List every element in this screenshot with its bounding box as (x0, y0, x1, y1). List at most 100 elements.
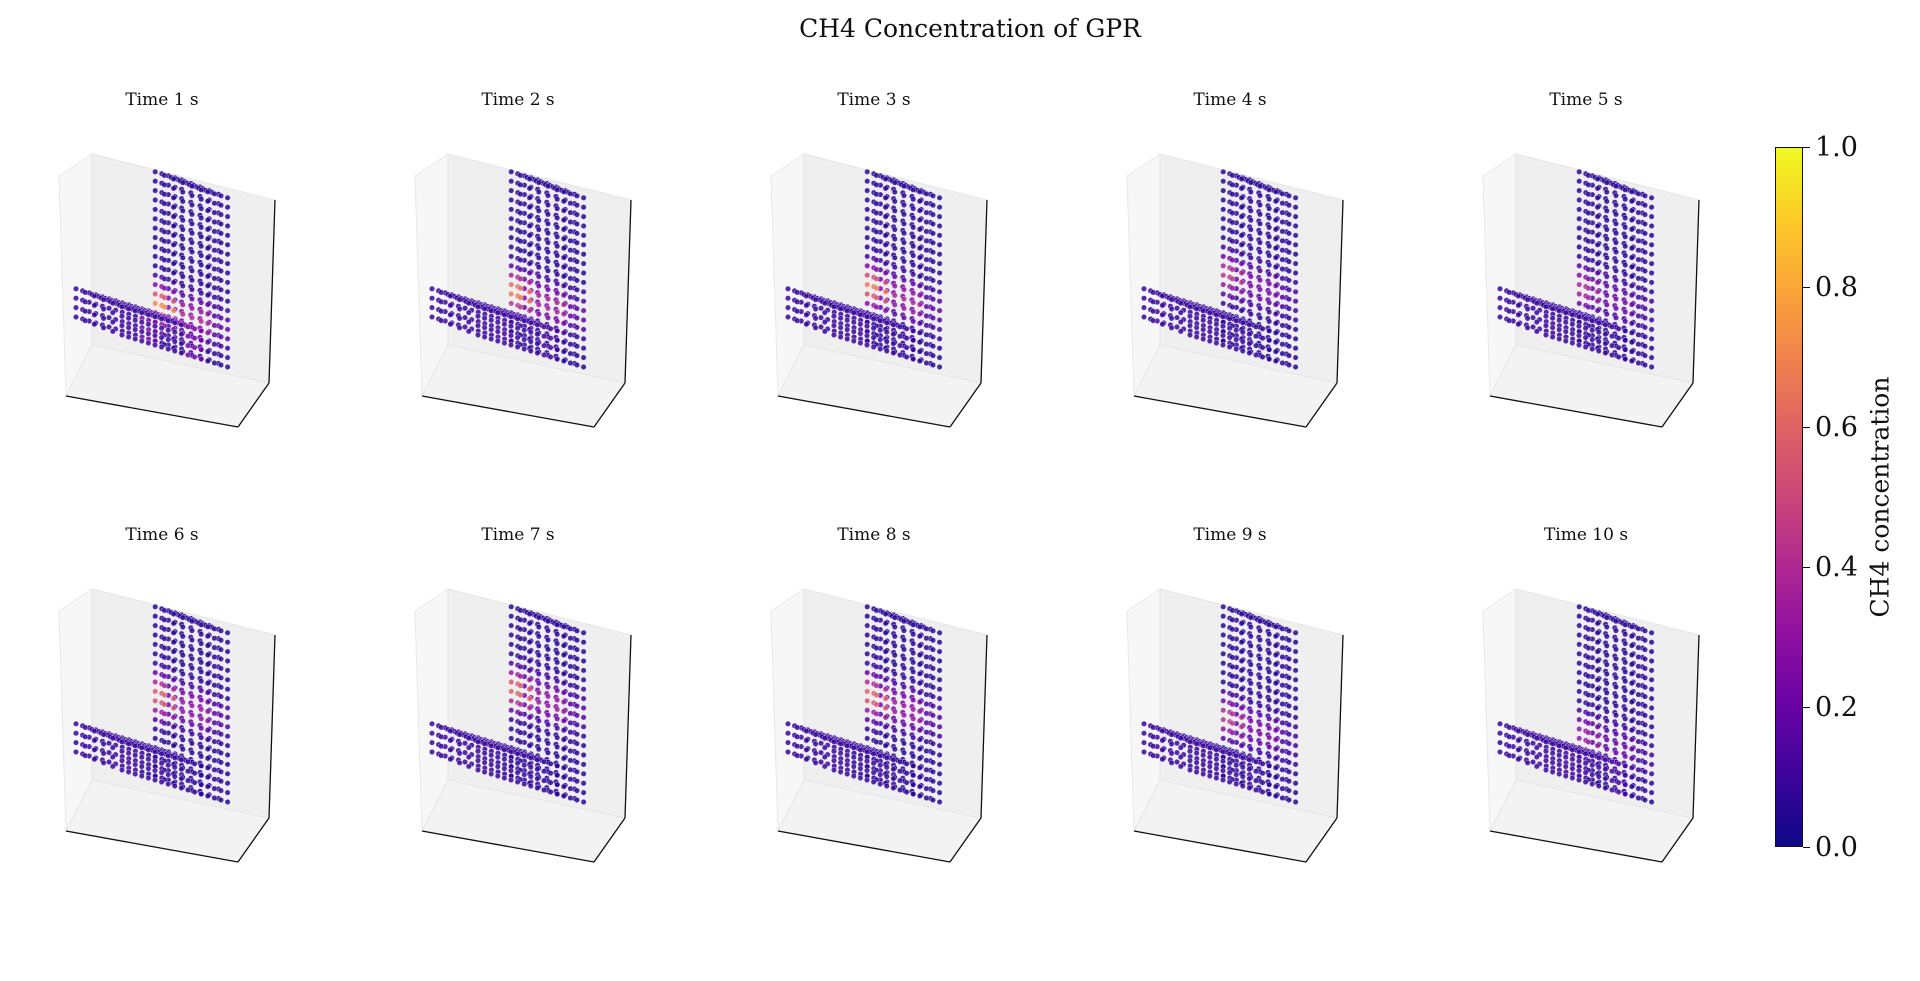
data-point (189, 305, 195, 312)
data-point (170, 213, 177, 220)
data-point (1642, 333, 1648, 340)
data-point (580, 326, 587, 333)
data-point (560, 699, 567, 705)
data-point (873, 682, 880, 689)
data-point (1238, 620, 1245, 627)
data-point (109, 300, 116, 307)
data-point (170, 686, 177, 693)
data-point (179, 254, 186, 261)
data-point (82, 724, 89, 731)
data-point (534, 321, 541, 328)
data-point (1576, 323, 1582, 330)
data-point (864, 697, 871, 704)
data-point (901, 192, 907, 199)
data-point (574, 362, 580, 368)
data-point (224, 298, 231, 305)
data-point (106, 324, 112, 330)
data-point (916, 188, 923, 195)
point-cloud (429, 168, 587, 370)
data-point (179, 652, 186, 659)
data-point (170, 204, 177, 211)
data-point (1150, 752, 1157, 759)
data-point (189, 277, 195, 284)
data-point (1292, 223, 1299, 229)
data-point (812, 296, 819, 303)
data-point (1246, 775, 1253, 782)
data-point (1585, 191, 1592, 198)
data-point (161, 645, 168, 651)
data-point (1247, 311, 1254, 318)
data-point (508, 697, 515, 704)
data-point (125, 769, 132, 775)
data-point (100, 306, 107, 312)
data-point (1266, 233, 1273, 240)
data-point (1286, 362, 1292, 368)
data-point (873, 181, 880, 188)
data-point (580, 335, 587, 342)
data-point (475, 748, 481, 755)
data-point (864, 669, 871, 676)
data-point (170, 705, 177, 711)
data-point (1226, 750, 1233, 757)
data-point (554, 224, 561, 231)
data-point (567, 331, 574, 338)
data-point (1279, 331, 1286, 338)
data-point (916, 699, 923, 705)
data-point (73, 720, 79, 727)
data-point (189, 749, 195, 756)
data-point (891, 301, 898, 308)
data-point (204, 727, 211, 734)
data-point (574, 333, 580, 340)
data-point (211, 209, 218, 216)
data-point (508, 679, 515, 685)
data-point (1266, 687, 1273, 694)
data-point (554, 744, 561, 750)
data-point (1213, 330, 1220, 337)
data-point (554, 252, 561, 259)
data-point (1238, 733, 1245, 740)
data-point (1259, 325, 1266, 332)
data-point (567, 682, 574, 689)
data-point (923, 228, 930, 235)
data-point (567, 200, 574, 207)
data-point (864, 313, 870, 320)
data-point (508, 244, 515, 250)
data-point (901, 721, 907, 728)
data-point (179, 236, 186, 242)
data-point (1622, 243, 1629, 250)
data-point (481, 750, 488, 757)
data-point (1602, 350, 1609, 356)
data-point (521, 762, 528, 769)
data-point (1279, 654, 1286, 660)
data-point (211, 219, 218, 225)
data-point (526, 270, 533, 276)
data-point (1286, 286, 1292, 293)
x-axis-line (421, 395, 595, 428)
data-point (916, 783, 923, 790)
data-point (171, 338, 178, 345)
data-point (930, 768, 936, 775)
data-point (870, 760, 877, 767)
data-point (891, 708, 898, 715)
data-point (481, 315, 488, 322)
data-point (198, 299, 205, 306)
data-point (1246, 756, 1253, 763)
data-point (1141, 749, 1147, 755)
data-point (198, 650, 205, 656)
data-point (1562, 338, 1569, 344)
data-point (1533, 309, 1540, 316)
data-point (1585, 247, 1592, 254)
data-point (1292, 733, 1299, 740)
data-point (517, 710, 524, 717)
data-point (910, 290, 917, 297)
data-point (574, 712, 580, 719)
data-point (1613, 249, 1619, 255)
data-point (1220, 300, 1227, 307)
data-point (521, 336, 528, 343)
data-point (1292, 770, 1299, 777)
data-point (508, 758, 514, 765)
data-point (224, 780, 231, 787)
data-point (901, 702, 907, 709)
point-cloud (73, 168, 231, 370)
data-point (794, 733, 801, 740)
